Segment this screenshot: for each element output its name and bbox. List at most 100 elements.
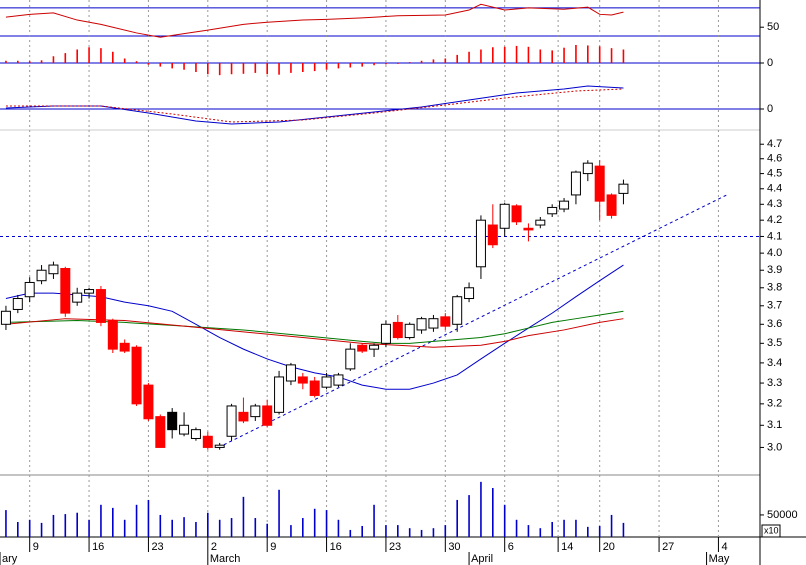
x-tick-label: 23: [389, 541, 401, 553]
y-tick-label: 3.2: [767, 398, 782, 410]
candle-body: [226, 405, 237, 437]
x-tick-label: 9: [270, 541, 276, 553]
y-tick-label: 4.0: [767, 247, 782, 259]
x-tick-label: 30: [448, 541, 460, 553]
y-tick-label: 3.1: [767, 419, 782, 431]
y-tick-label: 4.3: [767, 198, 782, 210]
y-tick-label: 3.5: [767, 337, 782, 349]
y-tick-label: 4.6: [767, 153, 782, 165]
candle-body: [155, 416, 166, 448]
y-tick-label: 0: [767, 57, 773, 69]
y-tick-label: 3.7: [767, 300, 782, 312]
candle-body: [440, 316, 451, 327]
candle-body: [0, 310, 11, 325]
candle-body: [369, 344, 380, 350]
series-line: [5, 3, 624, 38]
candle-body: [119, 342, 130, 352]
candle-body: [416, 318, 427, 331]
y-tick-label: 50000: [767, 509, 798, 521]
candle-body: [380, 323, 391, 344]
unit-box: [761, 524, 781, 538]
candle-body: [297, 376, 308, 384]
y-tick-label: 3.9: [767, 264, 782, 276]
x-tick-label: 14: [561, 541, 573, 553]
y-tick-label: 3.6: [767, 318, 782, 330]
candle-body: [559, 200, 570, 210]
month-label: ary: [2, 553, 18, 565]
candle-body: [475, 219, 486, 268]
y-tick-label: 4.7: [767, 138, 782, 150]
candle-body: [167, 411, 178, 431]
candle-body: [84, 289, 95, 294]
candle-body: [392, 321, 403, 339]
candle-body: [250, 405, 261, 418]
x-tick-label: 4: [721, 541, 727, 553]
candle-body: [12, 298, 23, 310]
month-label: May: [709, 553, 730, 565]
candle-body: [570, 171, 581, 196]
series-line: [5, 264, 624, 390]
y-tick-label: 50: [767, 21, 779, 33]
candle-body: [60, 268, 71, 314]
candle-body: [452, 296, 463, 325]
x-tick-label: 27: [662, 541, 674, 553]
candle-body: [309, 380, 320, 396]
x-tick-label: 16: [92, 541, 104, 553]
x-tick-label: 6: [508, 541, 514, 553]
candle-body: [285, 364, 296, 382]
candle-body: [464, 287, 475, 300]
month-label: April: [471, 553, 493, 565]
candle-body: [618, 183, 629, 194]
candle-body: [511, 205, 522, 223]
candle-body: [594, 165, 605, 202]
candle-body: [131, 346, 142, 405]
candle-body: [72, 292, 83, 303]
trend-line: [218, 194, 727, 448]
y-tick-label: 4.1: [767, 230, 782, 242]
candle-body: [95, 289, 106, 323]
candle-body: [404, 323, 415, 339]
candle-body: [333, 374, 344, 386]
candle-body: [179, 424, 190, 435]
candle-body: [357, 344, 368, 352]
series-line: [5, 318, 624, 348]
candle-body: [523, 227, 534, 231]
candle-body: [202, 435, 213, 448]
y-tick-label: 4.4: [767, 183, 782, 195]
candle-body: [582, 162, 593, 175]
candle-body: [24, 281, 35, 298]
unit-label: x10: [764, 525, 779, 535]
x-tick-label: 2: [211, 541, 217, 553]
candle-body: [143, 384, 154, 420]
y-tick-label: 3.3: [767, 377, 782, 389]
candle-body: [190, 429, 201, 439]
candle-body: [48, 264, 59, 275]
y-tick-label: 4.5: [767, 167, 782, 179]
x-tick-label: 23: [151, 541, 163, 553]
x-tick-label: 16: [330, 541, 342, 553]
candle-body: [36, 269, 47, 282]
candle-body: [606, 194, 617, 216]
y-tick-label: 4.2: [767, 214, 782, 226]
candle-body: [321, 376, 332, 388]
candle-body: [499, 203, 510, 229]
x-tick-label: 9: [33, 541, 39, 553]
candle-body: [238, 411, 249, 422]
y-tick-label: 0: [767, 103, 773, 115]
series-line: [5, 85, 624, 125]
y-tick-label: 3.4: [767, 357, 782, 369]
candle-body: [214, 444, 225, 448]
candle-body: [547, 206, 558, 215]
month-label: March: [210, 553, 241, 565]
y-tick-label: 3.0: [767, 441, 782, 453]
series-line: [5, 88, 624, 123]
x-tick-label: 20: [603, 541, 615, 553]
candle-body: [345, 348, 356, 370]
candle-body: [487, 224, 498, 246]
candle-body: [274, 376, 285, 413]
candle-body: [107, 320, 118, 350]
candle-body: [535, 219, 546, 226]
candle-body: [428, 318, 439, 329]
